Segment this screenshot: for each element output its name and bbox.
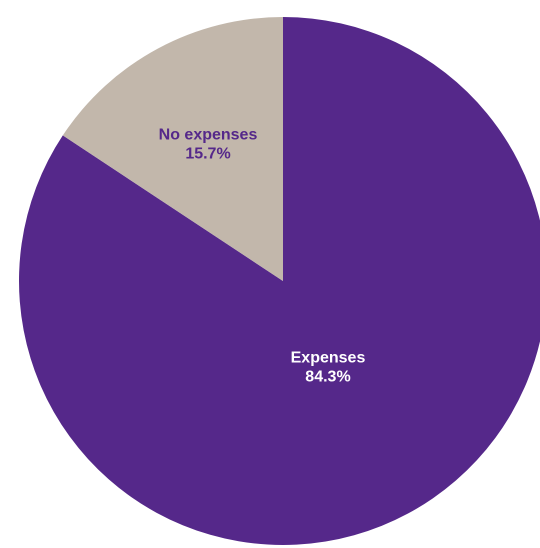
pie-slice-no-expenses: [62, 17, 283, 281]
pie-labels: Expenses 84.3% No expenses 15.7%: [159, 126, 366, 385]
pie-slice-expenses: [19, 17, 540, 545]
pie-slices: [19, 17, 540, 545]
pie-label-expenses: Expenses: [291, 350, 366, 367]
pie-value-no-expenses: 15.7%: [185, 145, 230, 162]
pie-label-no-expenses: No expenses: [159, 126, 258, 143]
pie-value-expenses: 84.3%: [305, 369, 350, 386]
